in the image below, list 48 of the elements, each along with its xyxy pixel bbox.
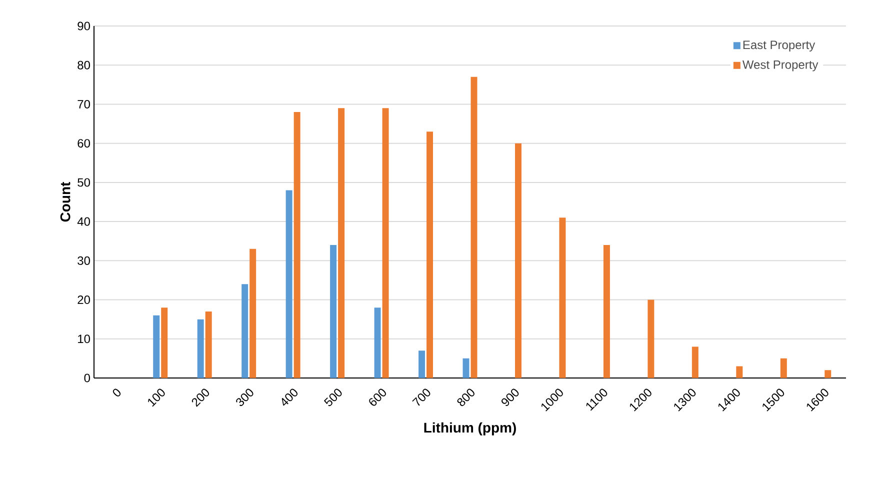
bar — [153, 315, 160, 378]
x-tick-label: 700 — [412, 388, 430, 406]
x-tick-label: 600 — [369, 388, 386, 406]
bar — [780, 358, 787, 378]
x-tick-label: 900 — [502, 388, 519, 406]
bar — [197, 319, 204, 378]
y-tick-label: 80 — [78, 60, 90, 70]
bar — [692, 346, 698, 378]
legend-label: West Property — [742, 60, 818, 72]
y-tick-label: 90 — [78, 22, 90, 30]
y-axis-title: Count — [60, 182, 70, 222]
y-tick-label: 10 — [78, 334, 90, 344]
x-tick-label: 100 — [148, 388, 165, 407]
bar — [338, 108, 345, 378]
bar — [250, 248, 256, 378]
bar — [462, 358, 470, 378]
x-tick-label: 0 — [112, 388, 121, 396]
bar — [205, 312, 212, 378]
bar — [736, 366, 743, 378]
y-tick-label: 70 — [78, 100, 90, 108]
bar — [648, 300, 654, 378]
bar — [603, 245, 610, 378]
bar — [559, 218, 566, 378]
x-tick-label: 300 — [236, 388, 254, 406]
x-tick-label: 800 — [457, 388, 474, 406]
bar — [286, 190, 292, 378]
bar — [330, 245, 337, 378]
x-tick-label: 200 — [192, 388, 210, 407]
x-axis-title: Lithium (ppm) — [424, 422, 516, 436]
bar — [242, 284, 248, 378]
bar — [374, 308, 381, 378]
y-tick-label: 60 — [78, 139, 90, 148]
x-tick-label: 400 — [282, 388, 298, 406]
y-tick-label: 30 — [78, 256, 90, 265]
x-tick-label: 500 — [324, 388, 342, 406]
bar — [470, 76, 478, 378]
y-tick-label: 20 — [78, 296, 90, 304]
y-tick-label: 40 — [77, 217, 90, 226]
y-tick-label: 50 — [78, 178, 90, 187]
bar — [382, 108, 389, 378]
bar — [514, 143, 522, 378]
legend-label: East Property — [743, 40, 816, 52]
y-tick-label: 0 — [84, 374, 90, 382]
bar — [426, 132, 434, 378]
bar — [161, 308, 168, 378]
bar — [824, 370, 832, 378]
bar — [418, 350, 426, 378]
bar — [294, 112, 300, 378]
